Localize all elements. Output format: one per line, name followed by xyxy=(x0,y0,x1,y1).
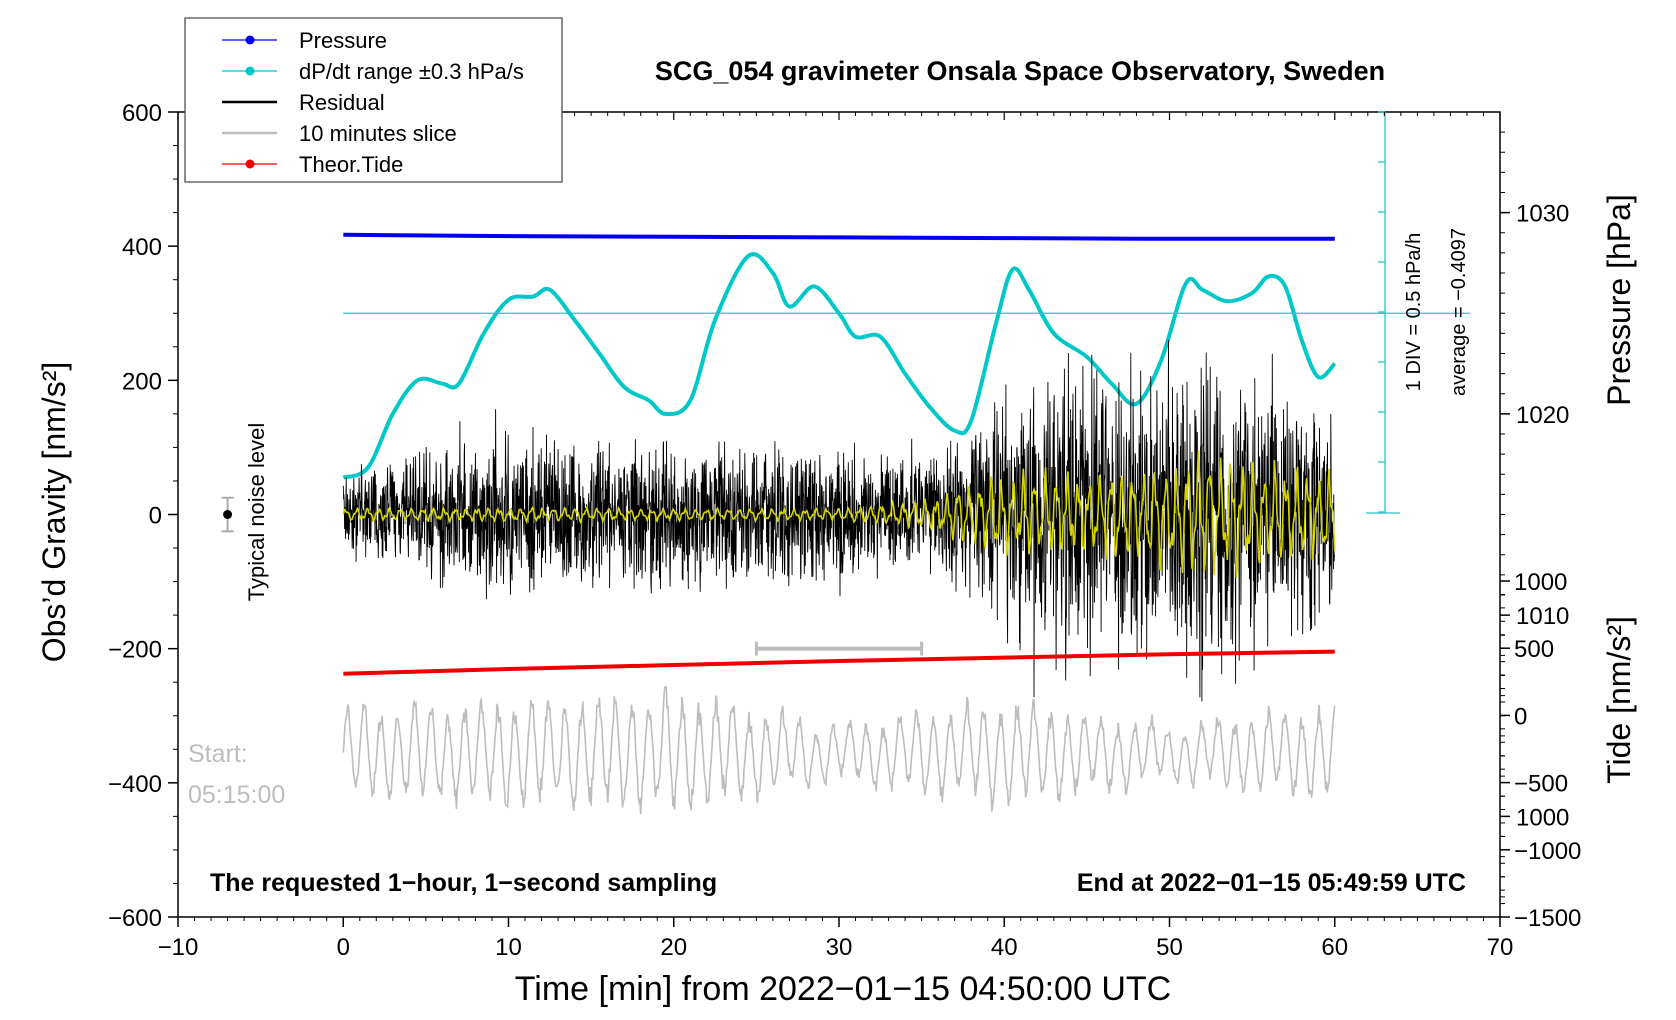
div-label: 1 DIV = 0.5 hPa/h xyxy=(1403,233,1425,391)
residual-filtered-line xyxy=(342,450,1336,578)
start-time: 05:15:00 xyxy=(188,781,285,809)
dpdt-line xyxy=(342,252,1337,480)
axes-layer: −10 0 10 20 30 40 50 60 706004002000−200−400−600… xyxy=(108,100,1581,961)
y-axis-label-tide: Tide [nm/s²] xyxy=(1601,616,1637,784)
x-tick-label: −10 xyxy=(158,934,199,961)
y-tick-label-left: −200 xyxy=(108,637,162,664)
legend-label: 10 minutes slice xyxy=(299,121,457,146)
x-tick-label: 10 xyxy=(495,934,522,961)
series-layer xyxy=(221,111,1470,814)
x-tick-label: 40 xyxy=(991,934,1018,961)
y-axis-label-pressure: Pressure [hPa] xyxy=(1601,194,1637,406)
annotation-bottom-left: The requested 1−hour, 1−second sampling xyxy=(210,869,717,897)
y-tick-label-left: 0 xyxy=(149,503,162,530)
tide-line xyxy=(343,649,1335,676)
legend-marker xyxy=(245,66,255,76)
y-tick-label-pressure: 1010 xyxy=(1516,603,1569,630)
y-tick-label-left: −400 xyxy=(108,771,162,798)
annotation-bottom-right: End at 2022−01−15 05:49:59 UTC xyxy=(1077,869,1466,897)
chart-title: SCG_054 gravimeter Onsala Space Observat… xyxy=(655,56,1385,86)
legend-label: Pressure xyxy=(299,28,387,53)
y-tick-label-pressure: 1020 xyxy=(1516,402,1569,429)
y-tick-label-left: −600 xyxy=(108,905,162,932)
legend-label: dP/dt range ±0.3 hPa/s xyxy=(299,59,524,84)
average-label: average = −0.4097 xyxy=(1448,228,1470,396)
y-tick-label-tide: 1000 xyxy=(1514,569,1567,596)
noise-marker xyxy=(223,510,233,519)
y-tick-label-left: 200 xyxy=(122,368,162,395)
y-tick-label-left: 600 xyxy=(122,100,162,127)
y-tick-label-tide: −1000 xyxy=(1514,838,1581,865)
y-tick-label-tide: −1500 xyxy=(1514,905,1581,932)
legend-label: Theor.Tide xyxy=(299,152,403,177)
noise-level-label: Typical noise level xyxy=(244,423,269,602)
legend-box xyxy=(184,17,563,183)
x-tick-label: 30 xyxy=(826,934,853,961)
y-axis-label-left: Obs’d Gravity [nm/s²] xyxy=(36,362,72,663)
y-tick-label-pressure: 1000 xyxy=(1516,804,1569,831)
legend-marker xyxy=(245,35,255,45)
x-tick-label: 50 xyxy=(1156,934,1183,961)
x-tick-label: 70 xyxy=(1487,934,1514,961)
x-axis-label: Time [min] from 2022−01−15 04:50:00 UTC xyxy=(515,970,1171,1008)
legend: Pressure dP/dt range ±0.3 hPa/s Residual 10… xyxy=(184,17,563,183)
x-tick-label: 0 xyxy=(337,934,350,961)
pressure-line xyxy=(343,232,1335,241)
start-label: Start: xyxy=(188,740,248,768)
x-tick-label: 60 xyxy=(1321,934,1348,961)
y-tick-label-pressure: 1030 xyxy=(1516,201,1569,228)
y-tick-label-left: 400 xyxy=(122,234,162,261)
y-tick-label-tide: −500 xyxy=(1514,771,1568,798)
slice-line xyxy=(342,686,1336,814)
x-tick-label: 20 xyxy=(660,934,687,961)
y-tick-label-tide: 0 xyxy=(1514,703,1527,730)
legend-label: Residual xyxy=(299,90,385,115)
legend-marker xyxy=(245,159,255,169)
y-tick-label-tide: 500 xyxy=(1514,636,1554,663)
